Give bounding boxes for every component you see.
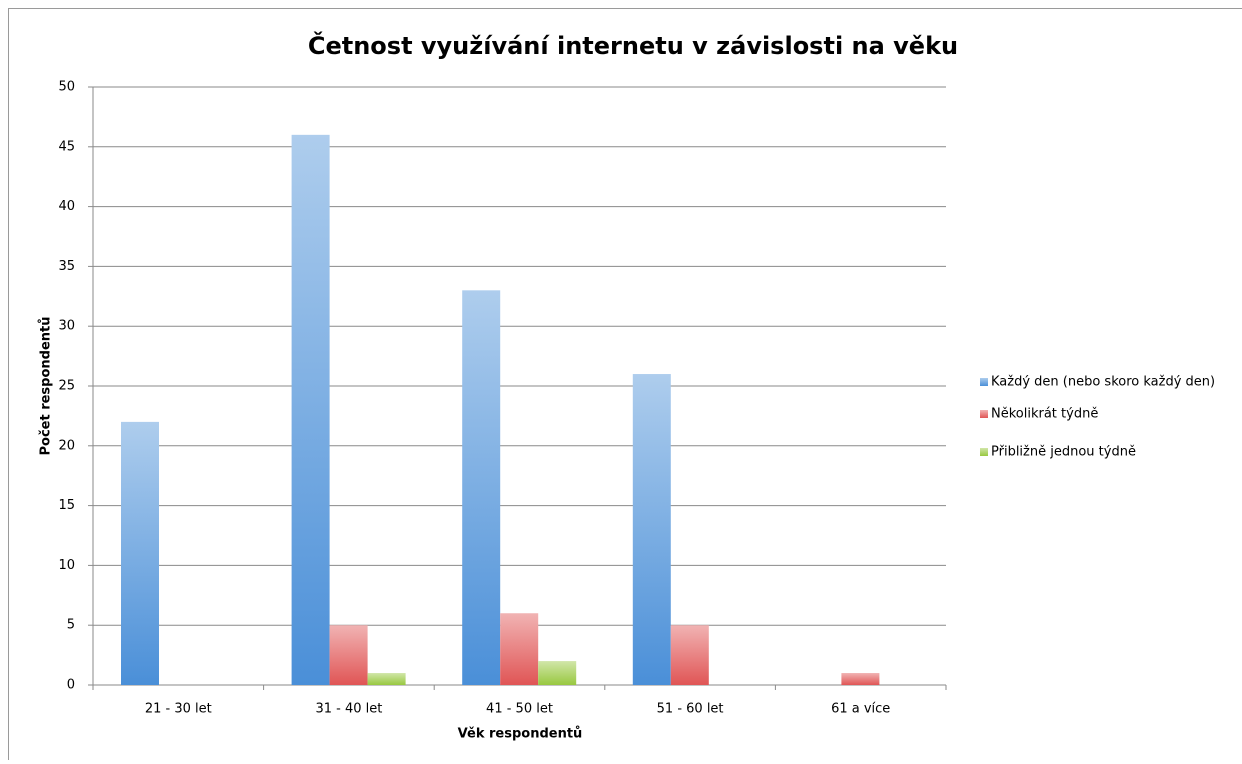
x-tick-label: 31 - 40 let: [315, 702, 382, 717]
y-tick-label: 30: [58, 319, 75, 334]
y-tick-label: 50: [58, 80, 75, 95]
y-tick-label: 10: [58, 558, 75, 573]
bar: [330, 625, 368, 685]
legend-swatch: [980, 410, 988, 418]
bar: [462, 290, 500, 685]
legend-swatch: [980, 378, 988, 386]
x-tick-label: 41 - 50 let: [486, 702, 553, 717]
chart-title: Četnost využívání internetu v závislosti…: [308, 30, 958, 60]
legend-label: Přibližně jednou týdně: [991, 445, 1136, 460]
x-axis-label: Věk respondentů: [458, 727, 583, 742]
x-tick-label: 21 - 30 let: [145, 702, 212, 717]
bar: [121, 422, 159, 685]
bar: [368, 673, 406, 685]
x-tick-label: 51 - 60 let: [657, 702, 724, 717]
legend-swatch: [980, 448, 988, 456]
y-tick-label: 5: [67, 618, 75, 633]
y-tick-label: 40: [58, 199, 75, 214]
bar: [538, 661, 576, 685]
bar: [841, 673, 879, 685]
y-tick-label: 15: [58, 498, 75, 513]
y-axis-label: Počet respondentů: [39, 316, 54, 455]
y-tick-label: 35: [58, 259, 75, 274]
y-tick-label: 20: [58, 438, 75, 453]
bar: [671, 625, 709, 685]
bar: [292, 135, 330, 685]
bar: [500, 613, 538, 685]
y-tick-label: 0: [67, 678, 75, 693]
bar: [633, 374, 671, 685]
y-tick-label: 45: [58, 139, 75, 154]
legend-label: Několikrát týdně: [991, 407, 1098, 422]
legend-label: Každý den (nebo skoro každý den): [991, 375, 1215, 390]
x-tick-label: 61 a více: [831, 702, 890, 717]
y-tick-label: 25: [58, 379, 75, 394]
